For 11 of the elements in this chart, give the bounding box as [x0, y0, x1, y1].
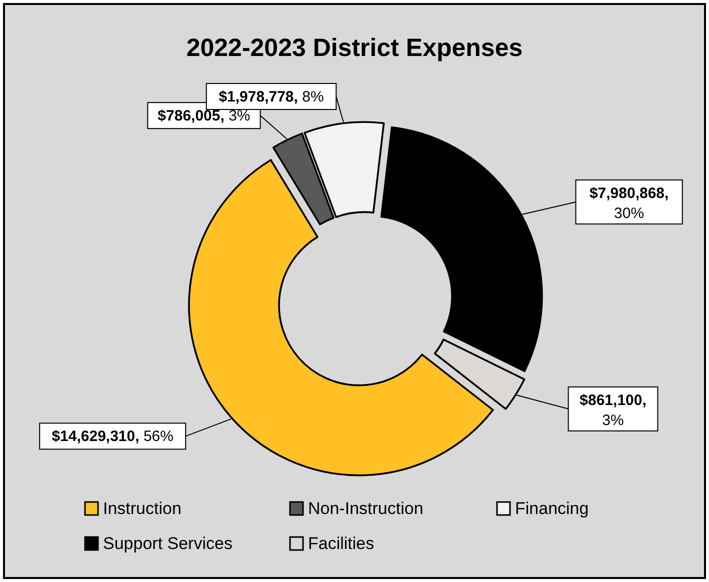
data-label: $14,629,310, 56%: [52, 428, 174, 446]
data-label: $786,005, 3%: [158, 108, 250, 125]
chart-title: 2022-2023 District Expenses: [186, 34, 523, 62]
legend-label: Financing: [515, 499, 589, 518]
legend-label: Instruction: [103, 499, 182, 518]
data-label: $1,978,778, 8%: [218, 88, 324, 106]
legend-label: Non-Instruction: [308, 499, 424, 518]
legend-label: Facilities: [308, 534, 374, 553]
legend-label: Support Services: [103, 534, 232, 553]
data-label: $7,980,868, 30%: [589, 184, 669, 222]
data-label: $861,100, 3%: [580, 392, 646, 429]
